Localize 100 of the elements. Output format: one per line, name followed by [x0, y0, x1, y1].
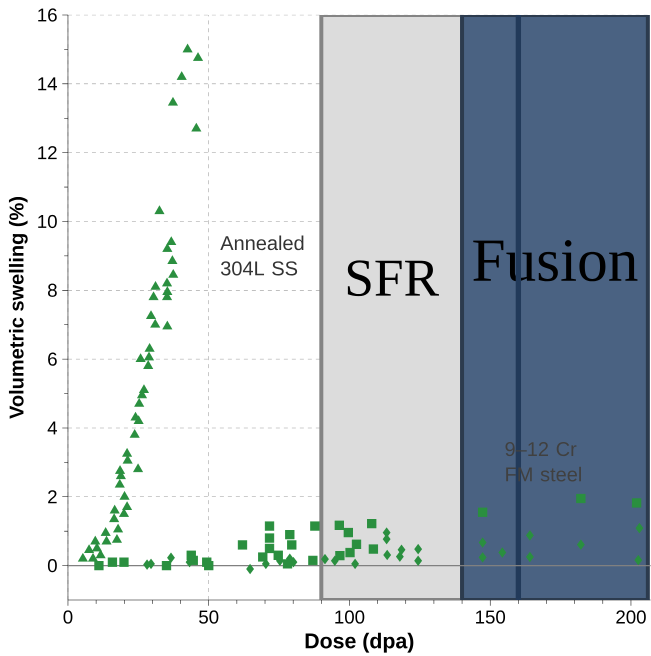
point: [346, 548, 355, 558]
point: [102, 536, 112, 544]
point: [632, 498, 642, 508]
point: [285, 530, 295, 540]
point: [344, 528, 354, 538]
annotation: 9–12 Cr FM steel: [506, 442, 582, 482]
point: [310, 521, 320, 531]
x-axis-title: Dose (dpa): [306, 632, 414, 653]
point: [133, 464, 144, 472]
point: [113, 524, 124, 532]
point: [182, 44, 193, 52]
point: [238, 540, 248, 550]
y-tick-label: 10: [38, 214, 57, 228]
point: [94, 560, 104, 570]
point: [308, 556, 318, 566]
point: [162, 320, 172, 330]
point: [383, 550, 392, 560]
point: [368, 544, 378, 554]
point: [122, 455, 133, 464]
point: [204, 560, 214, 570]
point: [351, 558, 360, 569]
x-tick-label: 100: [335, 610, 364, 624]
point: [122, 448, 132, 457]
point: [120, 491, 130, 500]
point: [84, 544, 94, 554]
band-label: Fusion: [473, 240, 638, 282]
point: [150, 319, 160, 328]
point: [331, 556, 339, 566]
point: [78, 553, 88, 562]
point: [478, 537, 487, 548]
point: [265, 533, 274, 543]
point: [148, 292, 159, 300]
point: [100, 527, 111, 536]
point: [246, 564, 254, 574]
y-tick-label: 16: [38, 8, 57, 22]
point: [398, 544, 406, 555]
y-axis-title: Volumetric swelling (%): [9, 197, 28, 419]
point: [258, 552, 268, 562]
y-tick-label: 2: [48, 490, 57, 504]
x-tick-label: 150: [476, 610, 506, 624]
point: [167, 552, 176, 563]
point: [168, 255, 178, 264]
x-tick-label: 200: [616, 610, 646, 624]
x-tick-label: 0: [64, 610, 73, 624]
point: [110, 504, 120, 514]
point: [168, 269, 178, 278]
point: [193, 52, 204, 61]
point: [146, 310, 156, 320]
x-tick-label: 50: [199, 610, 219, 624]
point: [134, 398, 144, 407]
point: [134, 415, 144, 424]
point: [168, 97, 178, 106]
point: [96, 550, 106, 558]
point: [143, 360, 154, 369]
point: [162, 278, 172, 286]
point: [162, 243, 172, 252]
annotation: Annealed 304L SS: [220, 236, 304, 276]
point: [154, 206, 164, 214]
point: [108, 558, 118, 567]
y-tick-label: 8: [48, 284, 57, 297]
point: [119, 558, 129, 567]
point: [144, 352, 154, 360]
y-tick-label: 0: [48, 558, 58, 572]
point: [265, 521, 274, 531]
y-tick-label: 12: [38, 146, 57, 160]
band-label: SFR: [348, 260, 440, 296]
point: [334, 520, 344, 530]
point: [109, 514, 120, 522]
point: [166, 236, 176, 246]
point: [144, 343, 155, 352]
point: [112, 534, 122, 543]
point: [150, 281, 161, 290]
point: [414, 544, 422, 554]
point: [287, 540, 297, 550]
point: [396, 552, 404, 562]
point: [634, 555, 642, 566]
point: [577, 540, 585, 550]
point: [192, 122, 202, 132]
point: [88, 553, 98, 562]
point: [498, 547, 506, 558]
point: [576, 494, 586, 504]
point: [382, 534, 391, 544]
point: [352, 540, 362, 549]
point: [115, 479, 125, 488]
point: [478, 552, 487, 562]
point: [526, 530, 534, 540]
point: [122, 502, 132, 510]
point: [136, 354, 146, 362]
y-tick-label: 6: [48, 352, 57, 366]
point: [176, 71, 187, 80]
point: [130, 429, 140, 438]
point: [265, 544, 274, 554]
point: [367, 518, 377, 528]
point: [414, 556, 422, 566]
y-tick-label: 4: [48, 422, 58, 434]
y-tick-label: 14: [38, 77, 58, 90]
point: [335, 550, 345, 560]
point: [147, 558, 156, 569]
point: [526, 552, 534, 562]
point: [162, 560, 172, 570]
